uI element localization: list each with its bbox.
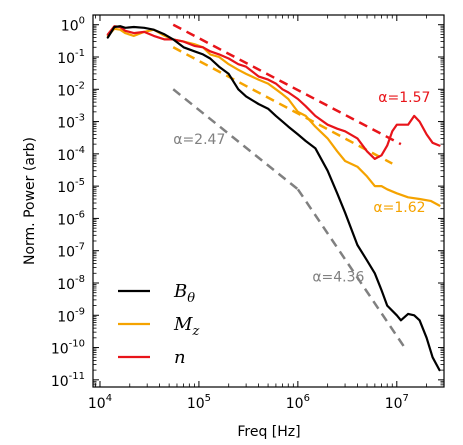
legend-label: n: [174, 347, 186, 368]
slope-label: α=4.36: [312, 270, 364, 286]
y-tick-label: 10-5: [57, 177, 85, 196]
y-tick-label: 10-4: [57, 145, 85, 164]
x-axis-title: Freq [Hz]: [237, 424, 300, 440]
series-line-0: [106, 25, 441, 372]
x-tick-label: 106: [286, 393, 310, 412]
y-tick-label: 10-2: [57, 80, 85, 99]
y-tick-label: 10-9: [57, 306, 85, 325]
x-tick-label: 107: [385, 393, 409, 412]
x-tick-label: 104: [88, 393, 112, 412]
power-law-fit-line: [172, 46, 393, 165]
series-line-1: [106, 27, 441, 207]
slope-annotations: α=1.57 α=2.47 α=1.62 α=4.36: [173, 90, 430, 286]
legend-label: Bθ: [173, 281, 195, 306]
power-law-fit-line: [296, 188, 406, 349]
axis-ticks: 104 105 106 107 100 10-1 10-2 10-3 10-4 10-5 10-6 1…: [51, 14, 445, 412]
series-lines: [106, 25, 441, 372]
y-tick-label: 10-7: [57, 242, 85, 261]
power-law-fit-line: [172, 23, 402, 146]
y-tick-label: 10-6: [57, 209, 85, 228]
slope-label: α=1.62: [373, 200, 425, 216]
y-tick-label: 100: [61, 16, 85, 35]
y-tick-label: 10-3: [57, 113, 85, 132]
slope-label: α=2.47: [173, 132, 225, 148]
y-axis-title: Norm. Power (arb): [22, 137, 38, 265]
y-tick-label: 10-10: [51, 339, 85, 358]
x-tick-label: 105: [187, 393, 211, 412]
legend: Bθ Mz n: [118, 281, 199, 368]
power-law-fit-line: [172, 88, 299, 191]
series-line-2: [106, 25, 441, 160]
y-tick-label: 10-1: [57, 48, 85, 67]
slope-label: α=1.57: [378, 90, 430, 106]
plot-frame: [92, 14, 445, 388]
y-tick-label: 10-8: [57, 274, 85, 293]
y-tick-label: 10-11: [51, 371, 85, 390]
legend-label: Mz: [173, 314, 199, 339]
fit-lines: [172, 23, 406, 349]
